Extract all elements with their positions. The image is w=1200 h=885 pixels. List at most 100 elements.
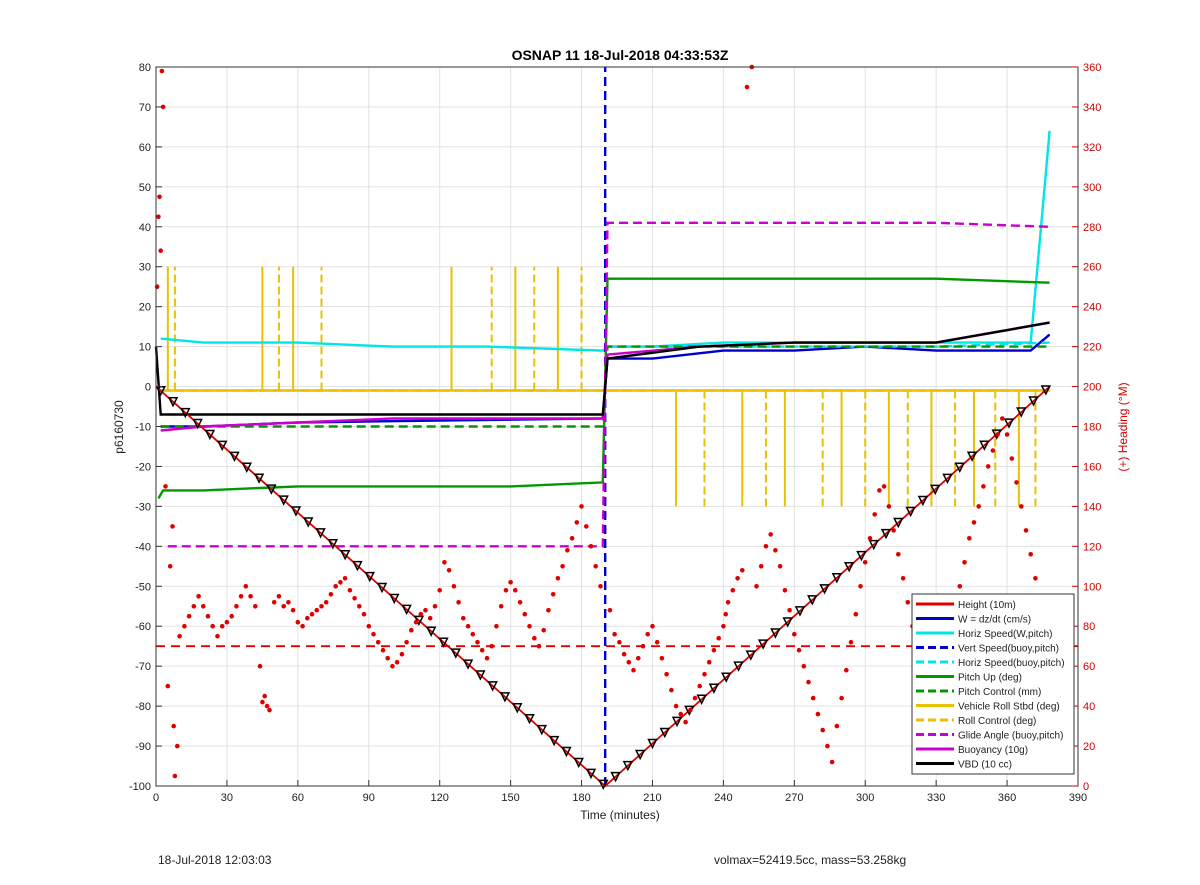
heading-point [853,611,859,617]
height-marker [868,539,879,551]
chart-title: OSNAP 11 18-Jul-2018 04:33:53Z [512,47,729,63]
height-marker [253,473,265,484]
heading-point [716,635,721,641]
legend-entry: W = dz/dt (cm/s) [958,615,1031,626]
y2-tick-label: 240 [1083,302,1101,314]
heading-point [300,623,305,629]
y-tick-label: -30 [135,501,151,513]
heading-point [763,544,769,549]
heading-point [243,584,249,589]
heading-point [598,584,603,589]
height-marker [929,484,941,496]
height-marker [167,396,179,408]
heading-point [612,631,617,637]
heading-point [366,623,372,629]
y-tick-label: -20 [135,461,151,473]
x-tick-label: 120 [431,792,449,804]
heading-point [1033,576,1038,581]
height-marker [622,760,634,772]
heading-point [565,548,570,553]
x-tick-label: 300 [856,792,874,804]
x-axis-label: Time (minutes) [580,808,660,822]
heading-point [423,607,428,613]
heading-point [305,615,310,621]
y-tick-label: 20 [139,302,151,314]
legend-entry: Pitch Up (deg) [958,673,1022,684]
heading-point [723,611,728,617]
height-marker [561,746,572,758]
heading-point [260,699,265,705]
heading-point [156,214,161,220]
heading-point [725,600,731,605]
y-tick-label: 10 [139,342,151,354]
legend-entry: Height (10m) [958,600,1016,611]
heading-point [579,504,584,509]
heading-point [456,600,461,605]
height-marker [979,440,990,451]
heading-point [451,584,457,589]
series-line [154,321,1050,416]
heading-point [626,659,632,665]
heading-point [319,604,324,609]
heading-point [981,484,986,489]
heading-point [1023,528,1029,533]
heading-point [159,68,165,74]
height-marker [671,716,683,728]
heading-point [224,619,230,625]
heading-point [810,695,816,701]
height-marker [462,659,474,670]
heading-point [276,594,282,599]
heading-point [669,687,674,693]
y2-axis-label: (+) Heading (°M) [1116,382,1130,471]
heading-point [527,623,532,629]
heading-point [872,512,877,517]
heading-point [858,584,863,589]
height-marker [917,495,929,507]
heading-point [645,631,650,637]
y-tick-label: 60 [139,142,151,154]
y2-tick-label: 340 [1083,102,1101,114]
height-marker [216,440,228,452]
heading-point [371,631,376,637]
y-tick-label: 70 [139,102,151,114]
heading-point [773,548,778,553]
y2-tick-label: 100 [1083,581,1101,593]
height-marker [204,429,216,441]
heading-point [234,604,239,609]
legend-entry: Pitch Control (mm) [958,687,1041,698]
heading-point [560,564,565,569]
heading-point [1000,416,1005,421]
heading-point [820,727,825,733]
heading-point [900,576,906,581]
heading-point [271,600,277,605]
heading-point [607,607,613,613]
y-tick-label: -70 [135,661,151,673]
heading-point [967,536,972,541]
height-marker [327,539,339,550]
heading-point [262,693,268,699]
heading-point [631,667,636,673]
heading-point [834,723,840,729]
heading-point [792,631,797,637]
axes: 0 30 60 90 120 150 180 210 240 270 300 330 360 390-10… [129,62,1101,804]
height-marker [708,683,720,694]
heading-point [309,611,315,617]
heading-point [617,639,622,645]
heading-point [442,560,447,565]
height-marker [905,506,916,518]
heading-point [758,564,764,569]
y2-tick-label: 20 [1083,741,1095,753]
heading-point [390,663,395,669]
heading-point [777,564,783,569]
height-marker [1003,418,1015,429]
heading-point [513,588,518,593]
heading-point [229,613,234,619]
heading-point [290,607,296,613]
height-marker [499,692,511,703]
height-marker [389,593,400,605]
heading-point [172,773,178,779]
heading-point [427,615,433,621]
heading-point [806,679,811,685]
height-marker [610,771,621,783]
legend-entry: VBD (10 cc) [958,760,1012,771]
